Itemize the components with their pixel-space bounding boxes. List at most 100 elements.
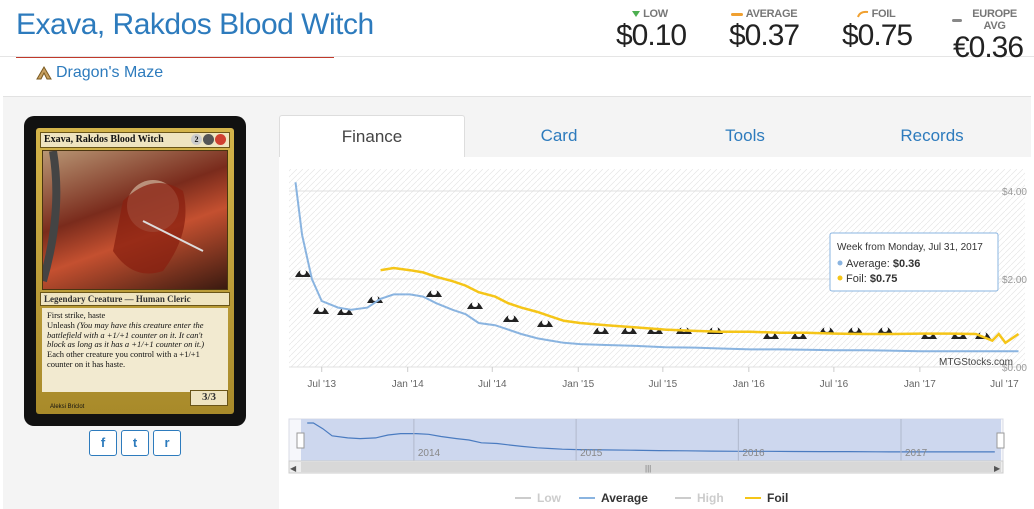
x-tick-label: Jan '14	[392, 379, 424, 390]
tab-bar: Finance Card Tools Records	[279, 115, 1025, 157]
legend-label: Average	[601, 491, 648, 505]
page-title: Exava, Rakdos Blood Witch	[16, 8, 374, 41]
x-tick-label: Jul '17	[990, 379, 1019, 390]
reddit-icon: r	[164, 435, 170, 450]
tooltip-average-dot	[837, 260, 843, 266]
chart-legend: Low Average High Foil	[515, 491, 788, 505]
generic-mana-icon: 2	[191, 134, 202, 145]
facebook-icon: f	[100, 435, 106, 450]
mana-cost: 2	[191, 134, 226, 146]
price-foil-label: FOIL	[871, 8, 896, 20]
tooltip-average-label: Average:	[846, 258, 890, 270]
scroll-right-arrow-icon[interactable]: ▶	[994, 464, 1001, 473]
price-average-value: $0.37	[729, 19, 800, 52]
twitter-icon: t	[132, 435, 138, 450]
curved-arrow-icon	[856, 10, 868, 18]
power-toughness: 3/3	[190, 390, 228, 406]
price-low-label: LOW	[643, 8, 668, 20]
legend-label: Low	[537, 491, 562, 505]
legend-label: Foil	[767, 491, 788, 505]
tab-finance[interactable]: Finance	[279, 115, 465, 157]
x-tick-label: Jul '13	[307, 379, 336, 390]
tooltip-foil-label: Foil:	[846, 273, 867, 285]
navigator-left-handle[interactable]	[296, 432, 305, 449]
price-foil: FOIL $0.75	[842, 8, 913, 52]
set-release-icon	[313, 306, 329, 314]
tab-tools[interactable]: Tools	[725, 126, 765, 145]
price-chart-svg: $0.00 $2.00 $4.00 Jul '13 Jan '14 Jul '14 Jan…	[288, 169, 1027, 505]
navigator-selected-range[interactable]	[301, 419, 1001, 461]
tab-records[interactable]: Records	[900, 126, 964, 145]
dash-icon	[952, 18, 963, 22]
price-europe: EUROPE AVG €0.36	[952, 8, 1024, 63]
red-mana-icon	[215, 134, 226, 145]
legend-item-foil[interactable]: Foil	[745, 491, 788, 505]
svg-text:Foil: $0.75: Foil: $0.75	[846, 273, 897, 285]
navigator-year-label: 2017	[905, 448, 928, 459]
set-link[interactable]: Dragon's Maze	[36, 64, 163, 82]
legend-item-low[interactable]: Low	[515, 491, 562, 505]
dragons-maze-set-icon	[36, 66, 52, 80]
rules-unleash: Unleash	[47, 319, 77, 330]
card-rules-text: First strike, haste Unleash (You may hav…	[42, 308, 228, 392]
chart-navigator[interactable]: 2014 2015 2016 2017 ◀ ▶ |||	[288, 418, 1005, 474]
set-release-icon	[877, 326, 893, 334]
facebook-share-button[interactable]: f	[89, 430, 117, 456]
svg-text:Average: $0.36: Average: $0.36	[846, 258, 920, 270]
price-europe-label: EUROPE AVG	[972, 8, 1017, 32]
card-art	[39, 150, 228, 290]
twitter-share-button[interactable]: t	[121, 430, 149, 456]
navigator-right-handle[interactable]	[996, 432, 1005, 449]
x-tick-label: Jul '14	[478, 379, 507, 390]
set-release-icon	[847, 326, 863, 334]
set-release-icon	[537, 319, 553, 327]
navigator-year-label: 2014	[418, 448, 441, 459]
reddit-share-button[interactable]: r	[153, 430, 181, 456]
tooltip-foil-value: $0.75	[870, 273, 898, 285]
legend-item-high[interactable]: High	[675, 491, 724, 505]
navigator-year-label: 2015	[580, 448, 603, 459]
y-tick-label: $2.00	[1002, 275, 1027, 286]
dash-icon	[730, 12, 743, 16]
black-mana-icon	[203, 134, 214, 145]
set-release-icon	[503, 314, 519, 322]
card-artist: Aleksi Briclot	[50, 404, 85, 410]
header-divider	[0, 56, 1034, 57]
card-image: Exava, Rakdos Blood Witch 2 Legendary Cr…	[24, 116, 246, 426]
set-release-icon	[295, 269, 311, 277]
rules-line-2: Unleash (You may have this creature ente…	[47, 319, 223, 350]
x-tick-label: Jan '17	[904, 379, 936, 390]
navigator-year-label: 2016	[742, 448, 765, 459]
navigator-scrollbar-thumb[interactable]	[301, 462, 1001, 472]
set-release-icon	[426, 289, 442, 297]
rules-reminder: (You may have this creature enter the ba…	[47, 319, 205, 350]
price-average: AVERAGE $0.37	[729, 8, 800, 52]
tab-card[interactable]: Card	[540, 126, 578, 145]
set-release-icon	[367, 295, 383, 303]
down-triangle-icon	[632, 11, 641, 17]
card-name-bar: Exava, Rakdos Blood Witch 2	[40, 132, 230, 148]
set-name: Dragon's Maze	[56, 64, 164, 81]
chart-tooltip: Week from Monday, Jul 31, 2017 Average: …	[829, 232, 999, 292]
card-name: Exava, Rakdos Blood Witch	[44, 134, 164, 145]
foil-series-line	[380, 266, 1020, 345]
x-tick-label: Jan '15	[562, 379, 594, 390]
legend-label: High	[697, 491, 724, 505]
price-foil-value: $0.75	[842, 19, 913, 52]
rules-line-3: Each other creature you control with a +…	[47, 349, 200, 369]
price-low-value: $0.10	[616, 19, 687, 52]
chart-watermark: MTGStocks.com	[939, 357, 1013, 368]
average-series-line	[294, 182, 1019, 353]
set-release-icon	[467, 301, 483, 309]
y-tick-label: $0.00	[1002, 363, 1027, 374]
scrollbar-grip-icon[interactable]: |||	[645, 464, 651, 473]
navigator-series-line	[307, 422, 995, 453]
price-average-label: AVERAGE	[745, 8, 798, 20]
tooltip-average-value: $0.36	[893, 258, 921, 270]
y-tick-label: $4.00	[1002, 187, 1027, 198]
price-chart: $0.00 $2.00 $4.00 Jul '13 Jan '14 Jul '14 Jan…	[279, 157, 1031, 509]
x-tick-label: Jul '15	[649, 379, 678, 390]
legend-item-average[interactable]: Average	[579, 491, 648, 505]
scroll-left-arrow-icon[interactable]: ◀	[290, 464, 297, 473]
x-tick-label: Jan '16	[733, 379, 765, 390]
